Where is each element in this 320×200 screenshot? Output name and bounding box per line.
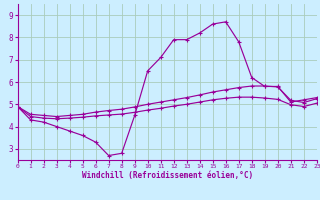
X-axis label: Windchill (Refroidissement éolien,°C): Windchill (Refroidissement éolien,°C) <box>82 171 253 180</box>
